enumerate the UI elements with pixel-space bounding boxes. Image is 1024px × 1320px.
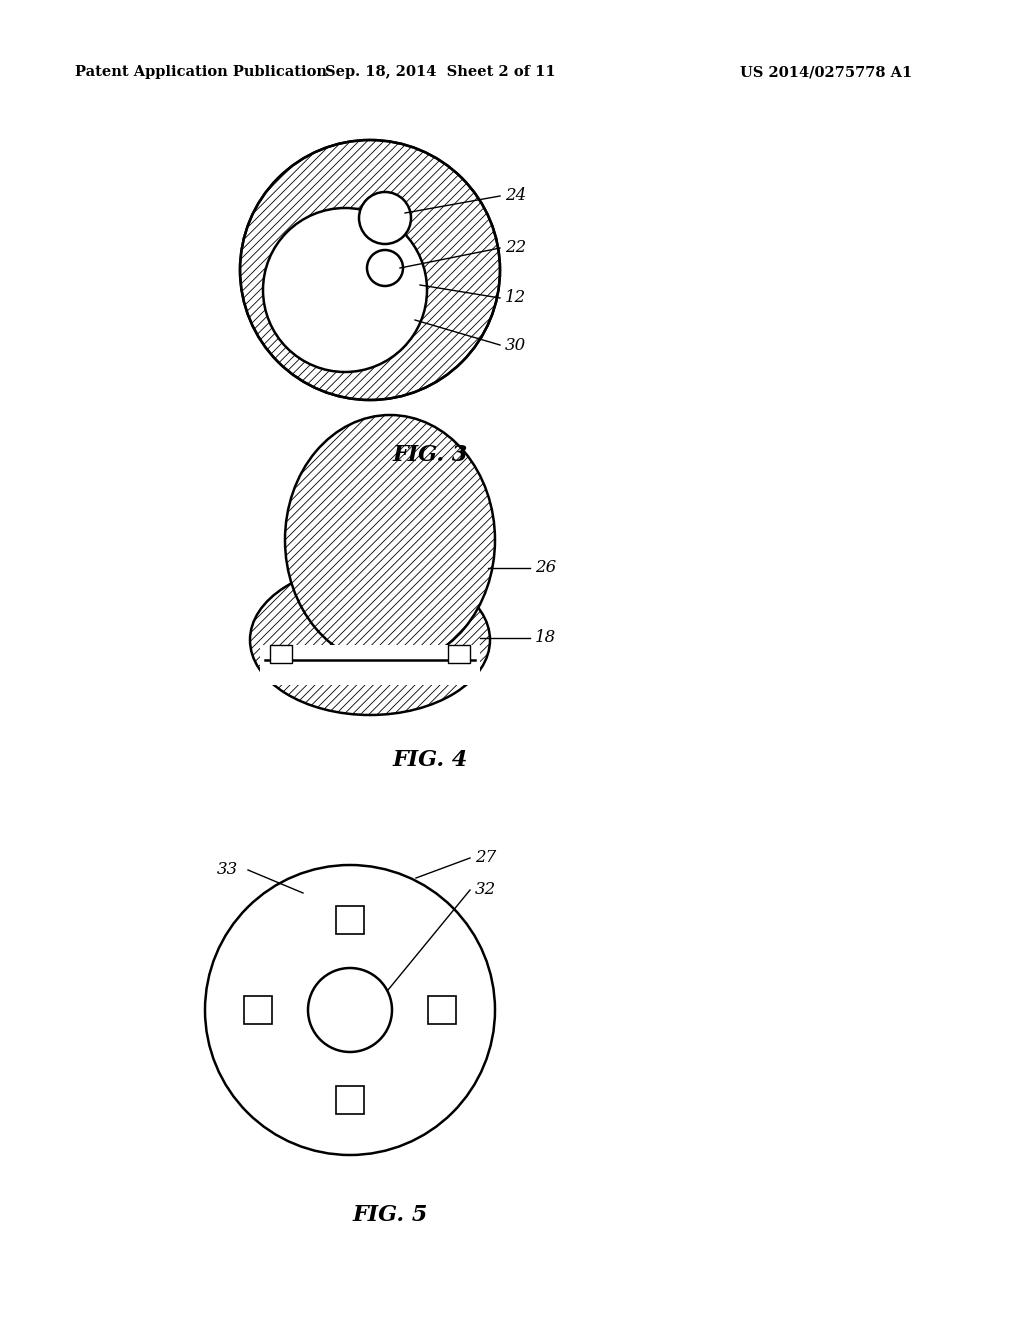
Circle shape [205, 865, 495, 1155]
Text: FIG. 4: FIG. 4 [392, 748, 468, 771]
Circle shape [367, 249, 403, 286]
Text: 26: 26 [535, 560, 556, 577]
Bar [428, 997, 456, 1024]
Bar [270, 645, 292, 663]
Text: FIG. 5: FIG. 5 [352, 1204, 428, 1226]
Text: 18: 18 [535, 630, 556, 647]
Ellipse shape [250, 565, 490, 715]
Text: 27: 27 [475, 850, 497, 866]
Text: Sep. 18, 2014  Sheet 2 of 11: Sep. 18, 2014 Sheet 2 of 11 [325, 65, 555, 79]
Bar [260, 645, 480, 685]
Text: 12: 12 [505, 289, 526, 306]
Bar [244, 997, 272, 1024]
Text: 30: 30 [505, 337, 526, 354]
Text: 32: 32 [475, 882, 497, 899]
Circle shape [263, 209, 427, 372]
Bar [336, 906, 364, 935]
Text: 24: 24 [505, 187, 526, 205]
Circle shape [359, 191, 411, 244]
Text: 33: 33 [217, 862, 238, 879]
Circle shape [240, 140, 500, 400]
Text: FIG. 3: FIG. 3 [392, 444, 468, 466]
Bar [449, 645, 470, 663]
Text: US 2014/0275778 A1: US 2014/0275778 A1 [740, 65, 912, 79]
Text: Patent Application Publication: Patent Application Publication [75, 65, 327, 79]
Ellipse shape [285, 414, 495, 665]
Text: 22: 22 [505, 239, 526, 256]
Circle shape [308, 968, 392, 1052]
Bar [336, 1086, 364, 1114]
